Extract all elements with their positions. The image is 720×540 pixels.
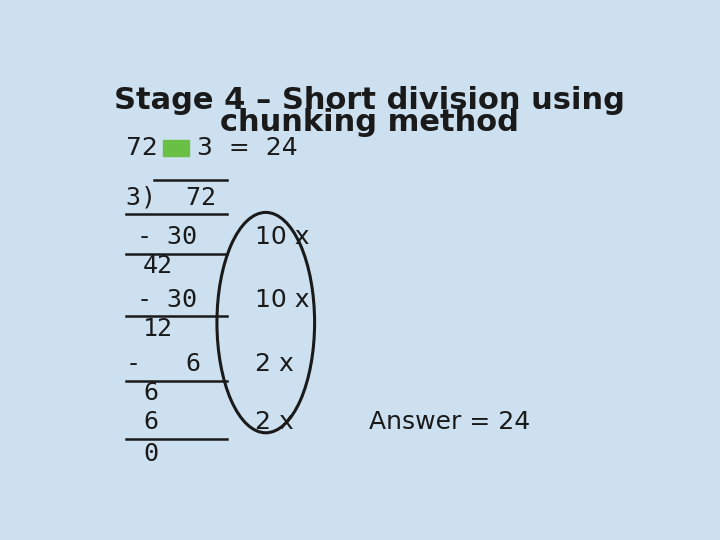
Text: 0: 0 <box>143 442 158 465</box>
Text: Answer = 24: Answer = 24 <box>369 410 530 434</box>
Text: 6: 6 <box>143 410 158 434</box>
Text: - 30: - 30 <box>138 225 197 249</box>
Text: -   6: - 6 <box>126 352 202 376</box>
Text: 12: 12 <box>143 317 173 341</box>
Text: 2 x: 2 x <box>255 352 293 376</box>
Text: chunking method: chunking method <box>220 109 518 138</box>
Text: 6: 6 <box>143 381 158 406</box>
Text: Stage 4 – Short division using: Stage 4 – Short division using <box>114 85 624 114</box>
Text: 72: 72 <box>126 136 158 160</box>
Text: 2 x: 2 x <box>255 410 293 434</box>
Text: 10 x: 10 x <box>255 288 309 312</box>
Text: 3)  72: 3) 72 <box>126 186 216 210</box>
FancyBboxPatch shape <box>163 140 189 156</box>
Text: 3  =  24: 3 = 24 <box>197 136 298 160</box>
Text: - 30: - 30 <box>138 288 197 312</box>
Text: 42: 42 <box>143 254 173 279</box>
Text: 10 x: 10 x <box>255 225 309 249</box>
